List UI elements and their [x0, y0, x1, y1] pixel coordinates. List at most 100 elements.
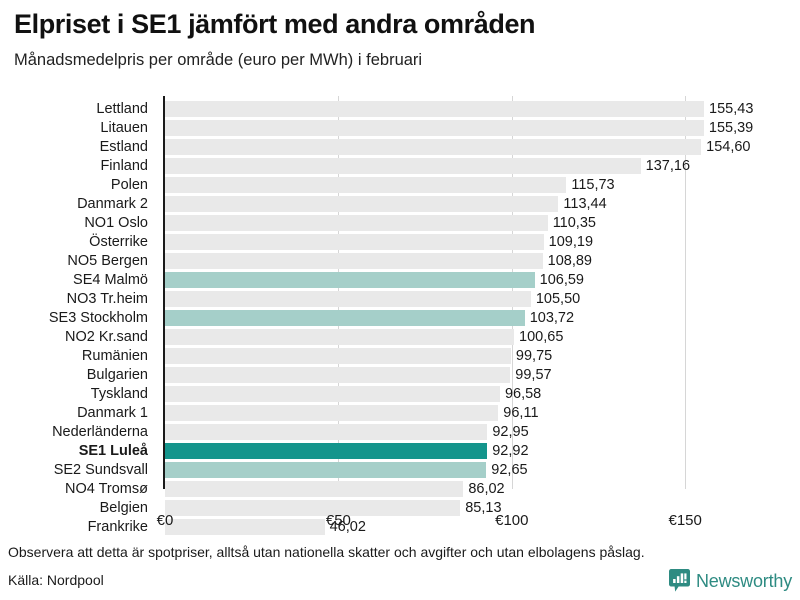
chart-subtitle: Månadsmedelpris per område (euro per MWh… — [14, 51, 423, 70]
bar[interactable] — [165, 158, 641, 174]
bar-value-label: 155,43 — [709, 101, 754, 117]
bar-row[interactable]: NO3 Tr.heim 105,50 — [0, 290, 800, 309]
x-tick-label: €50 — [325, 512, 351, 529]
bar-row[interactable]: NO4 Tromsø 86,02 — [0, 480, 800, 499]
bar-value-label: 113,44 — [563, 196, 607, 212]
bar-row[interactable]: Rumänien 99,75 — [0, 347, 800, 366]
bar-value-label: 85,13 — [465, 500, 502, 516]
bar-row[interactable]: NO5 Bergen 108,89 — [0, 252, 800, 271]
bar[interactable] — [165, 386, 500, 402]
gridline-150 — [685, 96, 687, 489]
category-label: SE4 Malmö — [73, 272, 148, 288]
newsworthy-logo: Newsworthy — [668, 569, 792, 592]
bar-value-label: 92,65 — [491, 462, 528, 478]
bar[interactable] — [165, 234, 544, 250]
bar-value-label: 105,50 — [535, 291, 581, 307]
chart-footer: Observera att detta är spotpriser, allts… — [0, 543, 800, 600]
bar-row[interactable]: Finland 137,16 — [0, 157, 800, 176]
category-label: Österrike — [89, 234, 148, 250]
bar[interactable] — [165, 310, 525, 326]
bar-row[interactable]: NO1 Oslo 110,35 — [0, 214, 800, 233]
bar[interactable] — [165, 424, 488, 440]
bar[interactable] — [165, 405, 499, 421]
bar[interactable] — [165, 253, 543, 269]
bar-row[interactable]: SE3 Stockholm 103,72 — [0, 309, 800, 328]
bar-chart-pin-icon — [668, 569, 690, 592]
category-label: SE3 Stockholm — [48, 310, 148, 326]
bar-row[interactable]: NO2 Kr.sand 100,65 — [0, 328, 800, 347]
bar[interactable] — [165, 101, 705, 117]
category-label: Polen — [110, 177, 148, 193]
bar[interactable] — [165, 196, 559, 212]
footer-source: Källa: Nordpool — [8, 572, 104, 588]
bar[interactable] — [165, 462, 487, 478]
bar-row[interactable]: Österrike 109,19 — [0, 233, 800, 252]
bar[interactable] — [165, 481, 464, 497]
bar[interactable] — [165, 139, 702, 155]
bar-value-label: 96,58 — [504, 386, 542, 402]
bar-row[interactable]: Danmark 2 113,44 — [0, 195, 800, 214]
bar[interactable] — [165, 329, 515, 345]
bar-row[interactable]: Nederländerna 92,95 — [0, 423, 800, 442]
category-label: Rumänien — [81, 348, 148, 364]
category-label: Nederländerna — [52, 424, 148, 440]
bar-row[interactable]: Tyskland 96,58 — [0, 385, 800, 404]
bar-value-label: 99,57 — [515, 367, 552, 383]
category-label: SE1 Luleå — [78, 443, 148, 459]
bar-value-label: 109,19 — [548, 234, 594, 250]
bar-row[interactable]: Estland 154,60 — [0, 138, 800, 157]
chart-header: Elpriset i SE1 jämfört med andra områden… — [0, 0, 800, 69]
category-label: Tyskland — [90, 386, 148, 402]
bar-value-label: 92,92 — [492, 443, 529, 459]
x-tick-label: €100 — [495, 512, 529, 529]
bar-row[interactable]: Litauen 155,39 — [0, 119, 800, 138]
bar[interactable] — [165, 177, 567, 193]
category-label: NO2 Kr.sand — [64, 329, 148, 345]
bar-value-label: 103,72 — [529, 310, 575, 326]
bar-row[interactable]: Belgien 85,13 — [0, 499, 800, 518]
bar[interactable] — [165, 443, 488, 459]
bar[interactable] — [165, 272, 535, 288]
category-label: NO1 Oslo — [84, 215, 148, 231]
bar-row[interactable]: Lettland 155,43 — [0, 100, 800, 119]
bar[interactable] — [165, 367, 511, 383]
bar-value-label: 155,39 — [708, 120, 754, 136]
category-label: Danmark 1 — [77, 405, 148, 421]
x-tick-label: €0 — [156, 512, 174, 529]
category-label: NO3 Tr.heim — [66, 291, 148, 307]
category-label: NO4 Tromsø — [65, 481, 148, 497]
bar-row[interactable]: Bulgarien 99,57 — [0, 366, 800, 385]
bar-value-label: 92,95 — [492, 424, 529, 440]
category-label: Bulgarien — [86, 367, 148, 383]
bar-value-label: 110,35 — [552, 215, 596, 231]
bar[interactable] — [165, 348, 511, 364]
category-label: Belgien — [99, 500, 148, 516]
bar[interactable] — [165, 120, 704, 136]
bar-row[interactable]: Frankrike 46,02 — [0, 518, 800, 537]
bar[interactable] — [165, 500, 461, 516]
category-label: Lettland — [96, 101, 148, 117]
bar[interactable] — [165, 291, 531, 307]
bar-row[interactable]: SE2 Sundsvall 92,65 — [0, 461, 800, 480]
bar-value-label: 137,16 — [645, 158, 691, 174]
category-label: Finland — [100, 158, 148, 174]
bar-value-label: 99,75 — [515, 348, 553, 364]
chart-plot-area: Lettland 155,43 Litauen 155,39 Estland 154,60… — [0, 96, 800, 535]
bar[interactable] — [165, 215, 548, 231]
page-title: Elpriset i SE1 jämfört med andra områden — [14, 9, 536, 39]
bar-row[interactable]: SE1 Luleå 92,92 — [0, 442, 800, 461]
y-axis-line — [163, 96, 165, 489]
newsworthy-logo-text: Newsworthy — [695, 570, 792, 591]
bar-row[interactable]: Danmark 1 96,11 — [0, 404, 800, 423]
category-label: Litauen — [100, 120, 148, 136]
bar[interactable] — [165, 519, 325, 535]
x-tick-label: €150 — [668, 512, 702, 529]
x-axis: €0 €50 €100 €150 — [0, 511, 800, 535]
category-label: SE2 Sundsvall — [53, 462, 148, 478]
bar-row[interactable]: Polen 115,73 — [0, 176, 800, 195]
bar-value-label: 106,59 — [539, 272, 584, 288]
bar-value-label: 154,60 — [706, 139, 751, 155]
bar-value-label: 108,89 — [547, 253, 592, 269]
category-label: Danmark 2 — [77, 196, 148, 212]
bar-row[interactable]: SE4 Malmö 106,59 — [0, 271, 800, 290]
